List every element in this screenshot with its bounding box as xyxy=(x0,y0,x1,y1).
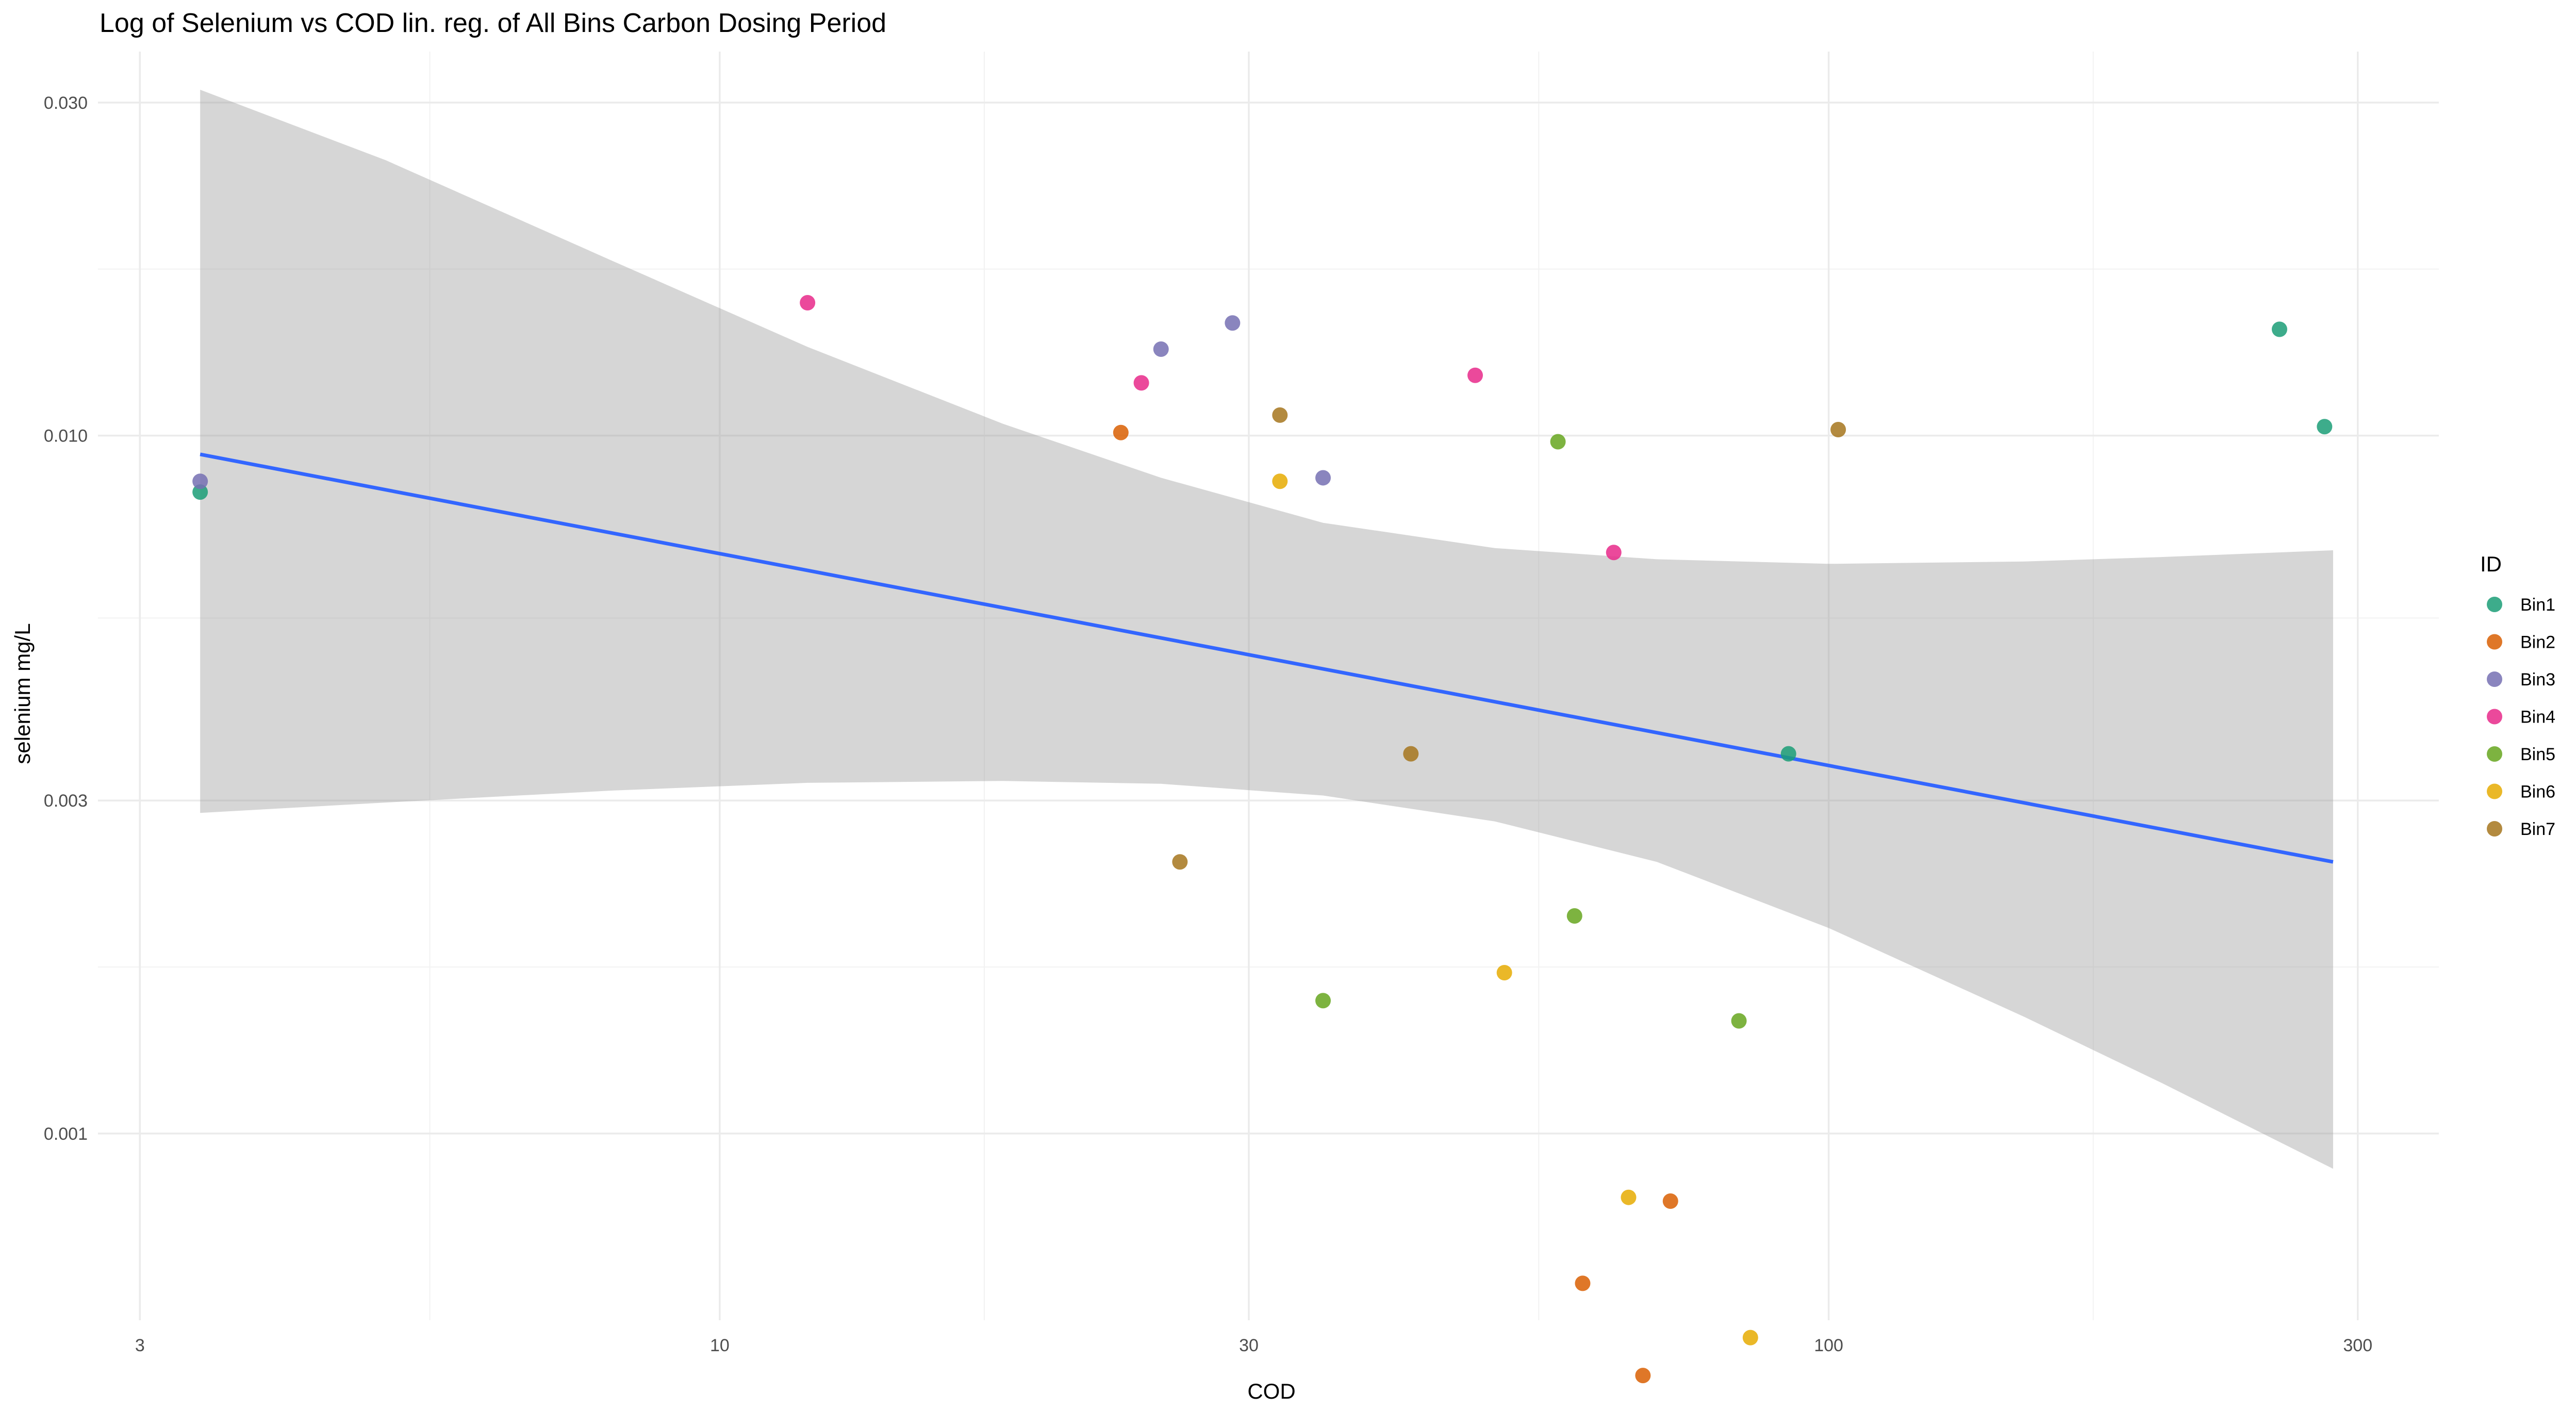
legend: ID Bin1 Bin2 Bin3 Bin4 Bin5 Bin6 Bin7 xyxy=(2480,552,2555,839)
y-tick-label: 0.003 xyxy=(44,791,88,811)
x-tick-label: 30 xyxy=(1239,1336,1259,1355)
data-point-bin6 xyxy=(1621,1189,1637,1205)
legend-key-bin7 xyxy=(2487,821,2502,837)
data-point-bin3 xyxy=(192,473,208,489)
legend-key-bin6 xyxy=(2487,783,2502,799)
legend-label-bin1: Bin1 xyxy=(2520,595,2555,615)
legend-items: Bin1 Bin2 Bin3 Bin4 Bin5 Bin6 Bin7 xyxy=(2487,595,2555,839)
data-point-bin5 xyxy=(1731,1013,1747,1029)
legend-key-bin4 xyxy=(2487,709,2502,725)
data-point-bin4 xyxy=(1606,545,1622,561)
grid xyxy=(98,52,2439,1320)
data-point-bin1 xyxy=(2317,419,2333,435)
y-tick-label: 0.030 xyxy=(44,93,88,113)
data-point-bin2 xyxy=(1575,1275,1591,1291)
data-point-bin2 xyxy=(1635,1368,1651,1384)
data-point-bin5 xyxy=(1550,434,1566,450)
confidence-band xyxy=(200,90,2333,1169)
data-point-bin7 xyxy=(1403,746,1419,762)
data-point-bin1 xyxy=(1780,746,1796,762)
confidence-band-layer xyxy=(200,90,2333,1169)
data-point-bin7 xyxy=(1272,407,1288,423)
legend-title: ID xyxy=(2480,552,2502,576)
legend-label-bin7: Bin7 xyxy=(2520,819,2555,839)
x-tick-labels: 3 10 30 100 300 xyxy=(135,1336,2372,1355)
data-point-bin3 xyxy=(1315,470,1331,486)
legend-label-bin3: Bin3 xyxy=(2520,670,2555,690)
data-point-bin4 xyxy=(1467,367,1483,383)
data-point-bin6 xyxy=(1742,1330,1758,1346)
chart-title: Log of Selenium vs COD lin. reg. of All … xyxy=(100,8,886,38)
x-axis-label: COD xyxy=(1247,1379,1295,1403)
x-tick-label: 10 xyxy=(710,1336,730,1355)
data-point-bin7 xyxy=(1830,421,1846,437)
data-point-bin4 xyxy=(800,295,816,311)
regression-line xyxy=(200,452,2334,864)
legend-label-bin5: Bin5 xyxy=(2520,745,2555,764)
data-point-bin6 xyxy=(1496,965,1512,981)
legend-key-bin5 xyxy=(2487,746,2502,762)
data-point-bin3 xyxy=(1153,341,1169,357)
data-point-bin1 xyxy=(192,484,208,500)
legend-label-bin2: Bin2 xyxy=(2520,633,2555,652)
legend-key-bin3 xyxy=(2487,671,2502,687)
data-points xyxy=(192,295,2333,1384)
legend-key-bin2 xyxy=(2487,634,2502,650)
regression-line-layer xyxy=(200,452,2334,864)
data-point-bin3 xyxy=(1225,315,1241,331)
data-point-bin6 xyxy=(1272,473,1288,489)
legend-key-bin1 xyxy=(2487,597,2502,612)
y-tick-labels: 0.001 0.003 0.010 0.030 xyxy=(44,93,88,1144)
data-point-bin5 xyxy=(1566,908,1582,924)
y-tick-label: 0.010 xyxy=(44,427,88,446)
data-point-bin1 xyxy=(2271,321,2287,337)
x-tick-label: 3 xyxy=(135,1336,145,1355)
data-point-bin2 xyxy=(1113,424,1129,440)
legend-label-bin4: Bin4 xyxy=(2520,708,2555,727)
data-point-bin5 xyxy=(1315,993,1331,1009)
y-axis-label: selenium mg/L xyxy=(10,623,35,764)
data-point-bin7 xyxy=(1172,854,1188,870)
y-tick-label: 0.001 xyxy=(44,1124,88,1144)
x-tick-label: 300 xyxy=(2343,1336,2372,1355)
legend-label-bin6: Bin6 xyxy=(2520,782,2555,802)
data-point-bin4 xyxy=(1133,375,1149,391)
x-tick-label: 100 xyxy=(1814,1336,1843,1355)
data-point-bin2 xyxy=(1662,1193,1678,1209)
